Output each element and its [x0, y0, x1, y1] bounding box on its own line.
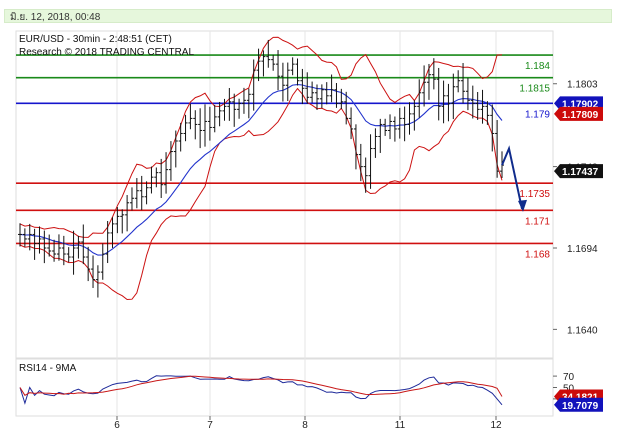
- price-badge-shape: [554, 106, 603, 121]
- grid-layer: [116, 31, 497, 416]
- moving-average-line: [19, 84, 503, 256]
- chart-subtitle: Research © 2018 TRADING CENTRAL: [19, 47, 194, 58]
- status-strip: [4, 9, 612, 23]
- price-badge: 1.17809: [554, 106, 603, 121]
- level-label: 1.171: [525, 216, 550, 227]
- rsi-panel: [19, 375, 503, 406]
- level-label: 1.1815: [519, 84, 550, 95]
- x-tick-label: 12: [490, 420, 502, 431]
- price-badge-shape: [554, 164, 603, 179]
- rsi-tick-label: 70: [563, 372, 575, 383]
- rsi-ma-line: [19, 375, 503, 397]
- price-badge: 1.17902: [554, 96, 603, 111]
- bollinger-upper-line: [19, 36, 503, 238]
- top-status-bar: มิ.ย. 12, 2018, 00:48: [0, 0, 618, 26]
- rsi-badge: 19.7079: [554, 397, 603, 412]
- rsi-badge-shape: [554, 397, 603, 412]
- main-panel-frame: [15, 30, 554, 359]
- indicator-lines: [19, 36, 503, 301]
- y-tick-label: 1.1640: [567, 325, 598, 336]
- x-tick-label: 7: [207, 420, 213, 431]
- y-tick-label: 1.1803: [567, 80, 598, 91]
- level-label: 1.1735: [519, 189, 550, 200]
- price-badge-text: 1.17809: [562, 110, 599, 121]
- rsi-panel-frame: [15, 358, 554, 417]
- forecast-path: [501, 145, 523, 210]
- bollinger-lower-line: [19, 87, 503, 301]
- timestamp-label: มิ.ย. 12, 2018, 00:48: [10, 12, 101, 23]
- level-label: 1.179: [525, 109, 550, 120]
- price-badge-text: 1.17902: [562, 99, 599, 110]
- forecast-arrowhead: [518, 199, 527, 212]
- x-tick-label: 6: [114, 420, 120, 431]
- price-badge-shape: [554, 96, 603, 111]
- level-label: 1.184: [525, 61, 550, 72]
- x-tick-label: 11: [395, 420, 406, 431]
- price-badge: 1.17437: [554, 164, 603, 179]
- y-tick-label: 1.1694: [567, 244, 598, 255]
- price-chart: 1.184 1.1815 1.179 1.1735 1.171 1.168 6 7 8 11 12…: [15, 30, 603, 431]
- x-tick-label: 8: [302, 420, 308, 431]
- rsi-title: RSI14 - 9MA: [19, 363, 77, 374]
- price-bars: [18, 39, 504, 298]
- level-label: 1.168: [525, 249, 550, 260]
- rsi-tick-label: 50: [563, 384, 575, 395]
- price-badge-text: 1.17437: [562, 167, 599, 178]
- chart-title: EUR/USD - 30min - 2:48:51 (CET): [19, 34, 172, 45]
- forecast-arrow: [501, 145, 527, 212]
- rsi-badge-text: 19.7079: [562, 401, 599, 412]
- rsi-line: [19, 375, 503, 406]
